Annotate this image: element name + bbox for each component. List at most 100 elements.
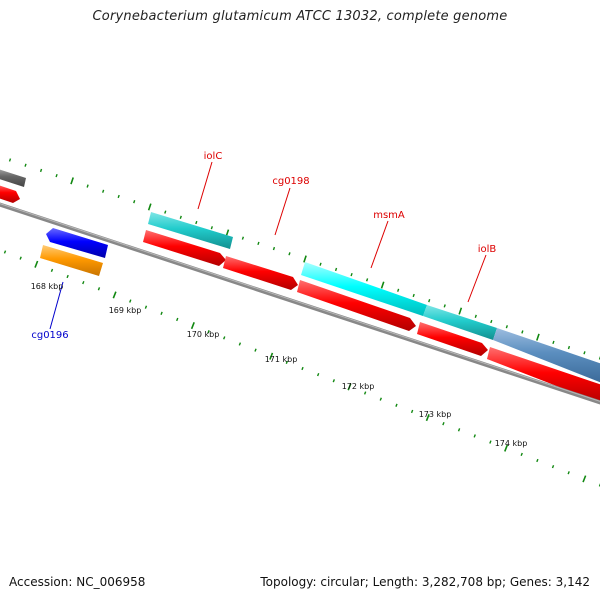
scale-label: 172 kbp [342, 382, 375, 391]
scale-label: 169 kbp [109, 306, 142, 315]
major-tick [190, 322, 195, 330]
minor-tick [133, 200, 136, 204]
minor-tick [552, 340, 555, 345]
minor-tick [8, 158, 12, 162]
minor-tick [50, 268, 54, 273]
scale-label: 170 kbp [187, 330, 220, 339]
minor-tick [129, 299, 132, 303]
minor-tick [272, 246, 276, 251]
gene-label-cg0198[interactable]: cg0198 [272, 176, 309, 187]
minor-tick [82, 281, 85, 285]
cds-arrow[interactable] [417, 322, 488, 356]
minor-tick [223, 336, 226, 340]
minor-tick [334, 267, 338, 272]
gene-label-cg0196[interactable]: cg0196 [31, 330, 68, 341]
minor-tick [164, 210, 167, 214]
minor-tick [395, 403, 398, 407]
minor-tick [288, 252, 291, 256]
gene-label-msmA[interactable]: msmA [373, 210, 405, 221]
scale-label: 171 kbp [265, 355, 298, 364]
cds-arrow[interactable] [487, 347, 600, 404]
minor-tick [332, 379, 336, 383]
major-tick [458, 307, 463, 315]
label-line-iolC [197, 161, 213, 210]
minor-tick [536, 458, 539, 463]
major-tick [504, 444, 509, 452]
minor-tick [410, 409, 414, 414]
major-tick [303, 255, 307, 263]
minor-tick [350, 272, 353, 277]
minor-tick [567, 471, 570, 475]
scale-label: 174 kbp [495, 439, 528, 448]
minor-tick [428, 299, 431, 303]
minor-tick [412, 293, 415, 298]
scale-label: 168 kbp [31, 282, 64, 291]
minor-tick [207, 330, 210, 334]
minor-tick [397, 288, 400, 292]
major-tick [536, 333, 540, 341]
label-line-iolB [467, 254, 487, 303]
cds-arrow[interactable] [0, 184, 20, 203]
gene-steelblue-feature[interactable] [493, 328, 600, 383]
major-tick [425, 414, 430, 422]
minor-tick [257, 241, 260, 246]
minor-tick [474, 314, 477, 318]
minor-tick [210, 226, 213, 230]
minor-tick [160, 311, 163, 315]
minor-tick [55, 173, 58, 178]
accession-text: Accession: NC_006958 [9, 575, 146, 589]
minor-tick [24, 163, 27, 167]
genome-stats-text: Topology: circular; Length: 3,282,708 bp… [260, 575, 590, 589]
minor-tick [39, 168, 43, 173]
minor-tick [285, 360, 289, 365]
gene-msmA-feature[interactable] [301, 262, 427, 316]
minor-tick [521, 330, 524, 334]
major-tick [347, 383, 352, 391]
cds-arrow[interactable] [223, 256, 298, 290]
gene-label-iolC[interactable]: iolC [204, 151, 223, 162]
map-title: Corynebacterium glutamicum ATCC 13032, c… [92, 9, 508, 24]
major-tick [269, 352, 274, 360]
minor-tick [443, 304, 446, 308]
minor-tick [254, 348, 257, 352]
gene-cg0196-feature[interactable] [40, 245, 103, 276]
minor-tick [66, 274, 69, 279]
major-tick [34, 260, 39, 268]
minor-tick [490, 319, 493, 324]
minor-tick [238, 342, 242, 346]
minor-tick [567, 345, 571, 350]
label-line-cg0196 [49, 281, 64, 330]
minor-tick [195, 220, 198, 225]
major-tick [70, 177, 74, 185]
minor-tick [551, 464, 555, 469]
cds-arrow[interactable] [143, 230, 226, 266]
label-line-msmA [370, 220, 389, 269]
minor-tick [176, 317, 179, 322]
minor-tick [19, 256, 22, 260]
minor-tick [316, 372, 320, 377]
minor-tick [319, 262, 322, 266]
minor-tick [117, 194, 120, 199]
minor-tick [489, 440, 492, 444]
minor-tick [241, 236, 245, 240]
gene-iolC-feature[interactable] [148, 212, 233, 249]
genome-backbone [0, 202, 600, 405]
cds-arrow[interactable] [297, 280, 416, 331]
minor-tick [3, 250, 7, 254]
minor-tick [363, 391, 367, 395]
major-tick [112, 291, 117, 299]
gene-iolB-feature[interactable] [423, 305, 497, 340]
gene-blue-feature[interactable] [46, 228, 108, 258]
minor-tick [379, 397, 382, 401]
gene-gray-feature[interactable] [0, 168, 26, 187]
minor-tick [365, 278, 369, 282]
minor-tick [301, 366, 304, 371]
minor-tick [179, 215, 182, 219]
minor-tick [457, 428, 461, 432]
gene-label-iolB[interactable]: iolB [478, 244, 497, 255]
label-line-cg0198 [274, 187, 291, 236]
major-tick [582, 475, 587, 483]
outer-tick-ring [8, 158, 600, 360]
minor-tick [473, 434, 476, 438]
minor-tick [442, 422, 445, 426]
